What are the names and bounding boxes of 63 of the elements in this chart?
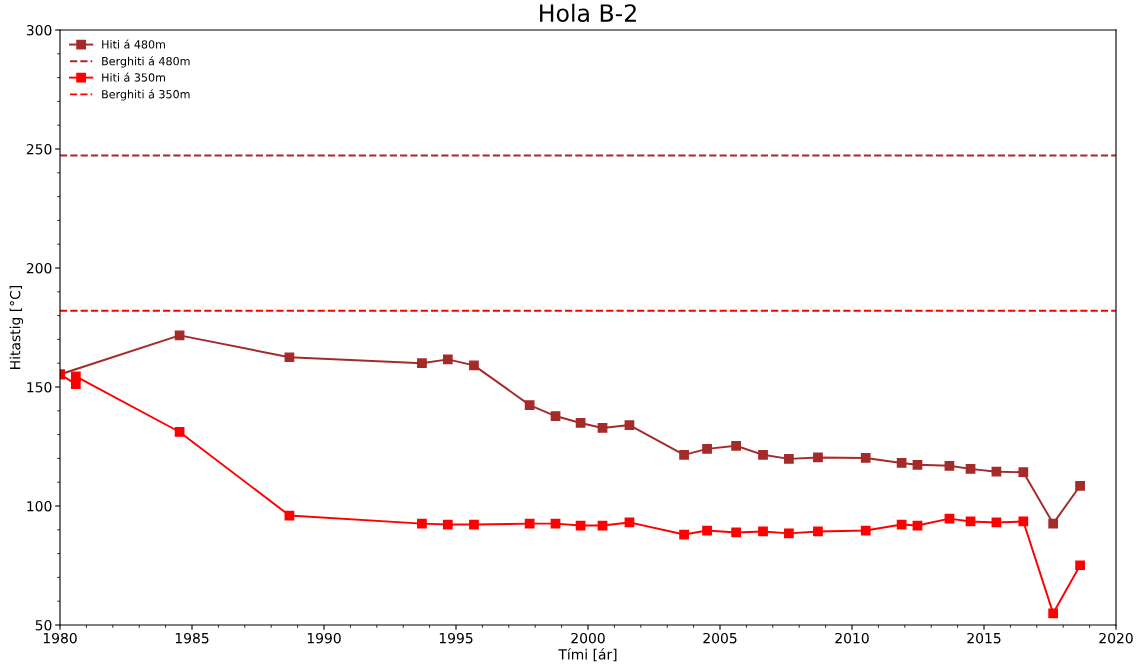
point	[965, 464, 976, 474]
point	[524, 400, 535, 410]
x-axis-title: Tími [ár]	[558, 648, 617, 662]
point	[758, 526, 768, 537]
point	[469, 519, 479, 530]
point	[1075, 480, 1085, 491]
x-tick-label: 1980	[43, 632, 77, 644]
point	[174, 330, 185, 341]
point	[944, 460, 955, 471]
y-tick-label: 100	[27, 500, 52, 512]
point	[70, 371, 81, 382]
x-tick-label: 2010	[835, 632, 869, 644]
legend-label: Hiti á 350m	[102, 72, 165, 82]
point	[1048, 518, 1059, 529]
y-axis-title: Hitastig [°C]	[9, 285, 24, 369]
point	[912, 459, 923, 470]
point	[624, 420, 635, 430]
y-tick-label: 300	[26, 24, 52, 36]
x-tick-label: 2020	[1099, 632, 1133, 644]
legend-label: Berghiti á 480m	[102, 56, 190, 68]
x-tick-label: 1985	[175, 632, 209, 644]
point	[174, 427, 185, 437]
point	[575, 418, 586, 428]
point	[1048, 608, 1059, 619]
point	[784, 528, 794, 539]
point	[442, 354, 453, 365]
point	[813, 452, 823, 463]
point	[896, 458, 907, 468]
point	[1018, 467, 1029, 478]
point	[597, 423, 608, 433]
point	[524, 518, 535, 529]
x-tick-label: 2015	[967, 632, 1001, 644]
point	[550, 411, 561, 421]
point	[784, 454, 794, 464]
point	[731, 527, 741, 538]
point	[442, 519, 453, 530]
point	[702, 444, 712, 454]
point	[813, 526, 823, 537]
point	[758, 449, 768, 460]
x-tick-label: 1990	[307, 632, 341, 644]
x-tick-label: 2000	[571, 632, 605, 644]
point	[731, 440, 741, 451]
point	[860, 525, 871, 536]
legend-label: Berghiti á 350m	[102, 89, 190, 101]
point	[860, 453, 871, 463]
point	[991, 466, 1002, 477]
point	[1075, 560, 1085, 571]
point	[284, 352, 295, 363]
point	[417, 358, 427, 369]
point	[469, 360, 479, 371]
point	[417, 518, 427, 529]
point	[679, 529, 689, 540]
y-tick-label: 200	[26, 262, 52, 274]
y-tick-label: 250	[26, 143, 52, 155]
chart-title: Hola B-2	[540, 3, 636, 22]
legend-label: Hiti á 480m	[102, 39, 165, 49]
y-tick-label: 150	[27, 381, 52, 393]
point	[702, 525, 712, 536]
x-tick-label: 1995	[439, 632, 473, 644]
y-tick-label: 50	[35, 619, 52, 631]
point	[1018, 516, 1029, 527]
point	[679, 449, 689, 460]
x-tick-label: 2005	[703, 632, 737, 644]
